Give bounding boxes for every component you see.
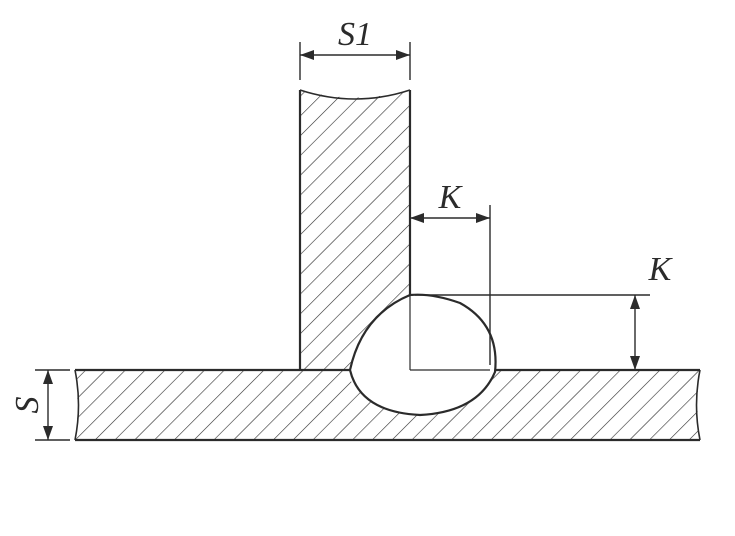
dimension-s-label: S [9,397,46,414]
dimension-s: S [9,370,70,440]
weld-diagram: S1 K K S [0,0,735,536]
dimension-s1-label: S1 [338,16,372,53]
dimension-k-v-label: K [648,251,674,288]
dimension-s1: S1 [300,16,410,80]
dimension-k-h-label: K [438,179,464,216]
